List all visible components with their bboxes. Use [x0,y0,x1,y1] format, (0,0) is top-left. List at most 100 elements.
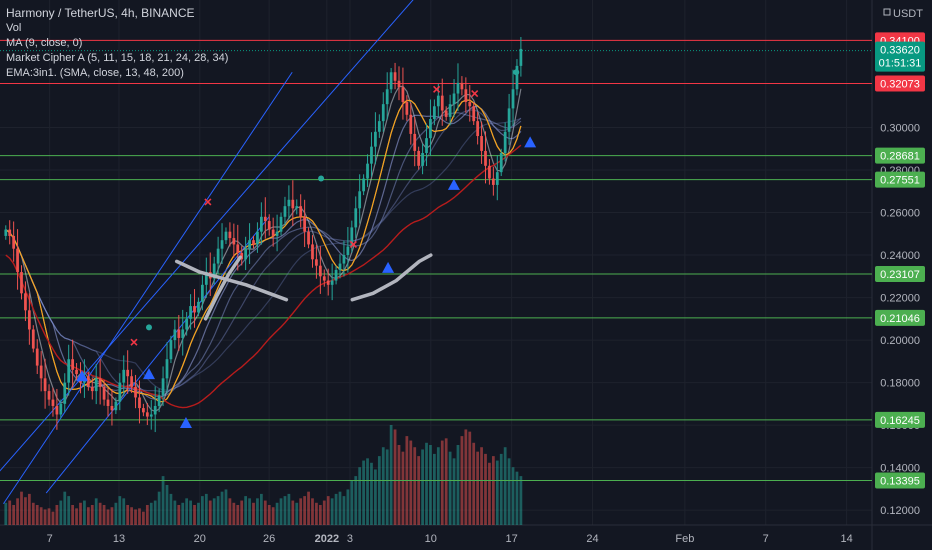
candle-body [267,221,271,230]
freehand-stroke [174,259,289,302]
candle-body [299,206,303,217]
price-axis-label: 0.26000 [880,208,920,220]
candle-body [256,231,259,245]
candle-body [488,165,491,179]
candle-body [389,72,393,90]
volume-bar [169,493,173,525]
candle-body [39,365,43,379]
volume-bar [177,505,181,525]
volume-bar [370,462,373,525]
volume-bar [118,496,122,525]
volume-bar [71,505,74,525]
candle-body [263,216,267,222]
volume-bar [263,500,267,525]
candle-body [259,216,263,232]
volume-bar [114,502,118,525]
volume-bar [346,489,350,525]
volume-bar [138,508,141,525]
volume-bar [271,507,275,525]
candle-body [145,412,149,417]
candle-body [189,306,192,319]
candle-body [185,318,189,330]
candle-body [315,259,318,266]
time-axis-label: 14 [840,533,852,545]
volume-bar [507,458,511,525]
sell-x-marker [204,198,212,206]
candle-body [153,405,157,415]
candle-body [358,191,362,209]
candle-body [503,131,507,154]
volume-bar [303,496,306,525]
legend-cipher[interactable]: Market Cipher A (5, 11, 15, 18, 21, 24, … [6,52,229,64]
candle-body [338,263,342,270]
volume-bar [216,496,220,525]
volume-bar [67,496,71,525]
legend-title[interactable]: Harmony / TetherUS, 4h, BINANCE [6,6,195,20]
volume-bar [161,476,165,525]
price-level-tag [875,411,925,428]
candle-body [47,391,51,400]
candle-body [31,329,35,349]
candle-body [126,369,130,377]
candle-body [366,163,369,179]
volume-bar [472,442,476,525]
candle-body [102,386,106,400]
volume-bar [279,498,283,525]
volume-bar [488,462,491,525]
candle-body [35,348,39,366]
volume-bar [145,505,149,525]
candle-body [507,108,511,132]
price-level-tag [875,472,925,489]
legend-vol[interactable]: Vol [6,22,22,34]
volume-bar [409,440,413,525]
volume-bar [98,502,102,525]
ma-line [5,109,522,393]
candle-body [252,240,255,245]
candle-body [201,284,204,302]
volume-bar [4,502,8,525]
price-axis-label: 0.30000 [880,123,920,135]
volume-bar [110,507,114,525]
candle-body [138,397,141,409]
candle-body [8,229,12,236]
volume-bar [149,502,153,525]
time-axis[interactable]: 7 13 20 26 2022 3 10 17 24 Feb 7 14 [47,533,853,545]
candle-body [480,136,483,151]
volume-bar [204,493,208,525]
volume-bar [330,498,334,525]
green-dot-marker [318,175,325,182]
volume-bar [456,445,460,525]
volume-bar [212,498,216,525]
volume-bar [299,498,303,525]
freehand-stroke [350,253,433,302]
candle-body [452,93,456,105]
candle-body [161,378,165,396]
volume-bar [106,509,110,525]
candle-body [248,240,251,249]
candle-body [134,386,137,398]
price-axis-label: 0.18000 [880,378,920,390]
volume-bar [130,507,133,525]
legend-ma[interactable]: MA (9, close, 0) [6,37,83,49]
candle-body [43,378,47,392]
candle-body [240,252,244,260]
candle-body [440,95,444,111]
volume-bar [448,451,452,525]
candle-body [354,208,358,228]
candle-body [86,376,90,387]
ma-line [5,118,522,391]
settings-icon[interactable] [883,8,891,16]
candle-body [110,405,114,411]
channel-line [0,0,414,472]
time-axis-label: 7 [47,533,53,545]
volume-bar [436,447,440,525]
candle-body [279,216,283,232]
legend-ema[interactable]: EMA:3in1. (SMA, close, 13, 48, 200) [6,67,184,79]
volume-bar [374,469,377,525]
volume-bar [86,507,90,525]
candle-body [448,104,452,117]
price-level-tag [875,266,925,283]
candle-body [244,248,248,260]
currency-label: USDT [893,8,923,20]
